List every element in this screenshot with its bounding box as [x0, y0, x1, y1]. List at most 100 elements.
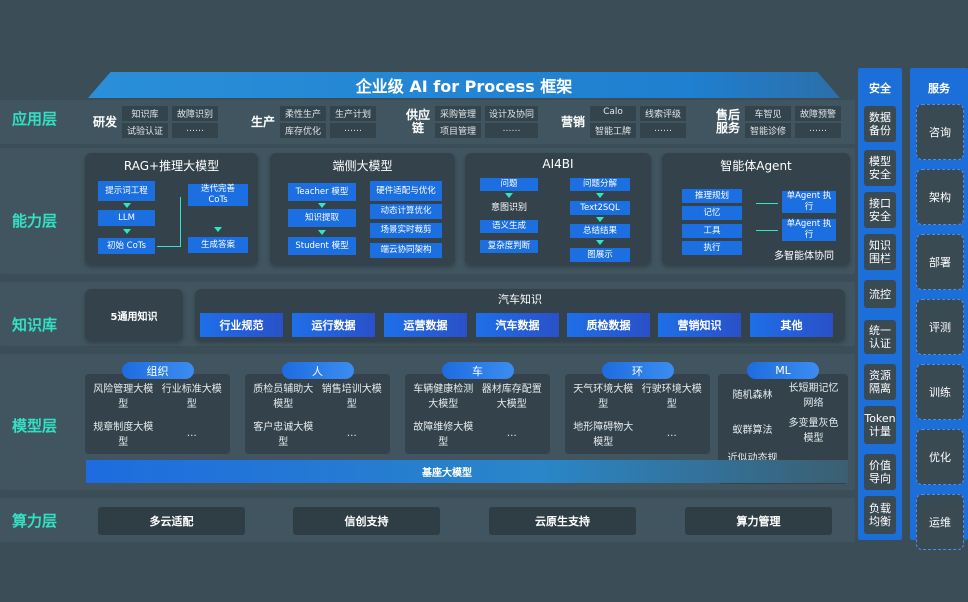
app-group-name: 供应链	[405, 108, 430, 135]
security-item[interactable]: 数据备份	[864, 106, 896, 142]
app-item[interactable]: 车智见	[745, 106, 791, 121]
model-group: 风险管理大模型 行业标准大模型 规章制度大模型…	[85, 374, 230, 454]
model-item: 客户忠诚大模型	[253, 422, 314, 448]
model-group-pill: 组织	[121, 362, 194, 379]
security-item[interactable]: Token计量	[864, 406, 896, 444]
arrow-down-icon	[596, 240, 604, 245]
security-column: 安全 数据备份模型安全接口安全知识围栏流控统一认证资源隔离 Token计量 价值导向…	[858, 68, 902, 540]
model-item: 行驶环境大模型	[641, 384, 702, 410]
service-item[interactable]: 咨询	[916, 104, 964, 160]
model-group: 天气环境大模型 行驶环境大模型 地形障碍物大模型…	[565, 374, 710, 454]
app-item[interactable]: 项目管理	[435, 123, 481, 138]
model-item: 规章制度大模型	[93, 422, 154, 448]
arrow-down-icon	[214, 227, 222, 232]
app-item[interactable]: ……	[485, 123, 539, 138]
app-group: 生产 柔性生产 生产计划 库存优化 ……	[250, 104, 376, 140]
service-item[interactable]: 优化	[916, 429, 964, 485]
model-item: …	[666, 427, 677, 439]
service-item[interactable]: 架构	[916, 169, 964, 225]
app-item[interactable]: 智能诊修	[745, 123, 791, 138]
app-item[interactable]: 故障预警	[795, 106, 841, 121]
app-item[interactable]: ……	[330, 123, 376, 138]
app-item[interactable]: Calo	[590, 106, 636, 121]
model-item: 长短期记忆网络	[788, 382, 839, 409]
app-item[interactable]: 库存优化	[280, 123, 326, 138]
kb-item: 运营数据	[384, 313, 467, 337]
box-initial-cots: 初始 CoTs	[98, 238, 155, 254]
box-summary: 总结结果	[570, 224, 630, 238]
multi-agent-label: 多智能体协同	[774, 251, 834, 262]
layer-label-compute: 算力层	[12, 512, 58, 530]
model-group-pill: 环	[601, 362, 674, 379]
security-item[interactable]: 价值导向	[864, 454, 896, 490]
compute-item: 算力管理	[685, 507, 832, 535]
compute-item: 信创支持	[293, 507, 440, 535]
service-item[interactable]: 训练	[916, 364, 964, 420]
app-item[interactable]: ……	[172, 123, 218, 138]
kb-item: 质检数据	[567, 313, 650, 337]
box-agent-item: 工具	[682, 224, 742, 238]
service-item[interactable]: 评测	[916, 299, 964, 355]
layer-label-model: 模型层	[12, 417, 58, 435]
box-llm: LLM	[98, 210, 155, 226]
app-item[interactable]: 故障识别	[172, 106, 218, 121]
connector-line	[756, 203, 778, 231]
box-single-agent: 单Agent 执行	[782, 219, 836, 241]
app-item[interactable]: 设计及协同	[485, 106, 539, 121]
app-group: 研发 知识库 故障识别 试验认证 ……	[92, 104, 218, 140]
app-item[interactable]: ……	[640, 123, 686, 138]
app-item[interactable]: 智能工牌	[590, 123, 636, 138]
box-chart: 图展示	[570, 248, 630, 262]
model-item: 销售培训大模型	[321, 384, 382, 410]
model-item: 天气环境大模型	[573, 384, 634, 410]
security-item[interactable]: 资源隔离	[864, 364, 896, 400]
panel-edge: 端侧大模型 Teacher 模型 知识提取 Student 模型 硬件适配与优化…	[270, 153, 455, 265]
general-knowledge: 5通用知识	[85, 289, 183, 341]
security-item[interactable]: 流控	[864, 280, 896, 308]
security-item[interactable]: 知识围栏	[864, 234, 896, 270]
app-group-name: 研发	[92, 114, 117, 129]
box-decompose: 问题分解	[570, 178, 630, 191]
model-item: …	[186, 427, 197, 439]
arrow-down-icon	[123, 203, 131, 208]
security-title: 安全	[869, 82, 891, 95]
model-item: 质检员辅助大模型	[253, 384, 314, 410]
app-item[interactable]: 线索评级	[640, 106, 686, 121]
security-item[interactable]: 接口安全	[864, 192, 896, 228]
app-item[interactable]: 生产计划	[330, 106, 376, 121]
security-item[interactable]: 模型安全	[864, 150, 896, 186]
model-group-pill: 人	[281, 362, 354, 379]
app-item[interactable]: 采购管理	[435, 106, 481, 121]
app-item[interactable]: 试验认证	[122, 123, 168, 138]
service-item[interactable]: 部署	[916, 234, 964, 290]
model-item: 随机森林	[732, 390, 773, 402]
app-item[interactable]: 柔性生产	[280, 106, 326, 121]
box-text2sql: Text2SQL	[570, 201, 630, 215]
model-item: 车辆健康检测大模型	[413, 384, 474, 410]
model-item: 行业标准大模型	[161, 384, 222, 410]
model-item: 多变量灰色模型	[788, 417, 839, 444]
service-item[interactable]: 运维	[916, 494, 964, 550]
box-complexity: 复杂度判断	[480, 240, 538, 253]
arrow-down-icon	[318, 230, 326, 235]
model-item: …	[506, 427, 517, 439]
box-question: 问题	[480, 178, 538, 191]
compute-item: 多云适配	[98, 507, 245, 535]
security-item[interactable]: 统一认证	[864, 320, 896, 354]
kb-item: 汽车数据	[476, 313, 559, 337]
box-agent-item: 执行	[682, 241, 742, 255]
arrow-down-icon	[596, 193, 604, 198]
panel-title: AI4BI	[542, 157, 574, 171]
app-item[interactable]: ……	[795, 123, 841, 138]
box-iterate-cots: 迭代完善 CoTs	[188, 184, 248, 206]
security-item[interactable]: 负载均衡	[864, 496, 896, 534]
box-teacher: Teacher 模型	[288, 183, 356, 201]
panel-title: RAG+推理大模型	[123, 159, 220, 173]
layer-label-knowledge: 知识库	[12, 316, 58, 334]
model-group: 随机森林长短期记忆网络蚁群算法多变量灰色模型近似动态规划…	[718, 374, 848, 484]
app-group: 营销 Calo 线索评级 智能工牌 ……	[560, 104, 686, 140]
model-group-pill: 车	[441, 362, 514, 379]
app-item[interactable]: 知识库	[122, 106, 168, 121]
model-item: 故障维修大模型	[413, 422, 474, 448]
model-group-pill: ML	[747, 362, 819, 379]
